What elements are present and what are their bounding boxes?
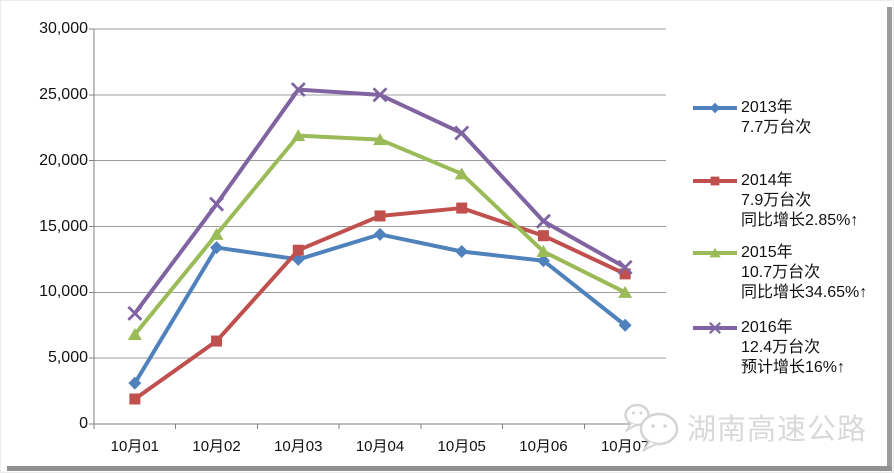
series-2013年 — [128, 227, 632, 390]
y-axis-label: 30,000 — [39, 20, 88, 37]
legend-marker-diamond — [709, 102, 721, 114]
legend-entry-label: 预计增长16%↑ — [741, 359, 846, 376]
legend-marker-triangle — [709, 247, 721, 258]
x-axis-label: 10月04 — [355, 438, 405, 455]
legend-marker-x — [709, 322, 721, 334]
legend-marker-square — [710, 176, 720, 186]
marker-triangle-2015年 — [536, 245, 551, 258]
y-axis-label: 25,000 — [39, 85, 88, 103]
marker-square-2014年 — [292, 244, 304, 256]
series-2015年 — [127, 129, 633, 340]
wechat-icon — [624, 403, 679, 452]
legend-entry-label: 2015年 — [741, 244, 793, 261]
marker-triangle-2015年 — [127, 327, 142, 340]
legend-entry-text: 2013年 7.7万台次 — [741, 98, 888, 138]
marker-diamond-2013年 — [128, 376, 142, 390]
y-axis-label: 5,000 — [47, 349, 88, 367]
marker-square-2014年 — [619, 268, 631, 280]
marker-triangle-2015年 — [618, 285, 633, 298]
marker-triangle-2015年 — [291, 129, 306, 142]
marker-diamond-2013年 — [210, 241, 224, 255]
legend-entry-2016年: 2016年 12.4万台次预计增长16%↑ — [693, 318, 888, 378]
frame-shadow-right — [887, 7, 892, 471]
marker-square-2014年 — [537, 230, 549, 242]
marker-triangle-2015年 — [454, 167, 469, 180]
legend-entry-label: 2016年 — [741, 319, 793, 336]
legend-entry-text: 2016年 12.4万台次预计增长16%↑ — [741, 318, 888, 378]
marker-square-2014年 — [374, 210, 386, 222]
legend-entry-text: 2014年 7.9万台次同比增长2.85%↑ — [741, 171, 888, 231]
x-axis-label: 10月07 — [600, 438, 650, 455]
series-2016年 — [127, 82, 633, 321]
marker-square-2014年 — [456, 202, 468, 214]
watermark: 湖南高速公路 — [623, 401, 867, 453]
marker-square-2014年 — [129, 393, 141, 405]
legend-entry-label: 同比增长34.65%↑ — [741, 284, 868, 301]
marker-triangle-2015年 — [373, 133, 387, 146]
legend-swatch-x-icon — [693, 322, 737, 334]
series-line-2016年 — [133, 87, 627, 315]
marker-x-2016年 — [372, 87, 388, 103]
marker-x-2016年 — [209, 196, 225, 212]
marker-diamond-2013年 — [618, 318, 632, 332]
legend-entry-label: 2013年 — [741, 99, 793, 116]
x-axis-label: 10月05 — [437, 438, 486, 455]
marker-x-2016年 — [127, 305, 143, 321]
series-2014年 — [129, 202, 631, 405]
y-axis-label: 15,000 — [39, 217, 88, 235]
marker-x-2016年 — [535, 213, 551, 229]
marker-x-2016年 — [617, 259, 633, 275]
y-axis-label: 20,000 — [39, 151, 88, 169]
legend-swatch-triangle-icon — [693, 247, 737, 258]
watermark-text: 湖南高速公路 — [687, 414, 868, 446]
x-axis-label: 10月01 — [110, 438, 160, 455]
marker-diamond-2013年 — [536, 254, 550, 268]
marker-x-2016年 — [454, 125, 470, 141]
marker-triangle-2015年 — [209, 227, 224, 240]
legend-entry-2013年: 2013年 7.7万台次 — [693, 98, 888, 138]
x-axis-label: 10月02 — [192, 438, 241, 455]
legend-entry-label: 12.4万台次 — [741, 339, 821, 356]
legend-entry-2014年: 2014年 7.9万台次同比增长2.85%↑ — [693, 171, 888, 231]
legend-entry-label: 同比增长2.85%↑ — [741, 212, 859, 229]
legend-entry-label: 7.7万台次 — [741, 119, 812, 136]
legend-entry-label: 2014年 — [741, 172, 793, 189]
y-axis-label: 0 — [79, 415, 88, 432]
marker-x-2016年 — [290, 82, 306, 98]
legend-entry-2015年: 2015年 10.7万台次同比增长34.65%↑ — [693, 243, 888, 303]
marker-diamond-2013年 — [455, 245, 469, 259]
frame-shadow-bottom — [7, 466, 892, 471]
x-axis-label: 10月03 — [274, 438, 323, 455]
y-axis-label: 10,000 — [39, 283, 88, 301]
legend-swatch-diamond-icon — [693, 102, 737, 114]
x-axis-label: 10月06 — [519, 438, 568, 455]
legend-entry-label: 7.9万台次 — [741, 192, 812, 209]
legend-entry-text: 2015年 10.7万台次同比增长34.65%↑ — [741, 243, 888, 303]
marker-square-2014年 — [211, 335, 223, 347]
marker-diamond-2013年 — [373, 227, 387, 241]
legend-entry-label: 10.7万台次 — [741, 264, 821, 281]
legend-swatch-square-icon — [693, 176, 737, 186]
